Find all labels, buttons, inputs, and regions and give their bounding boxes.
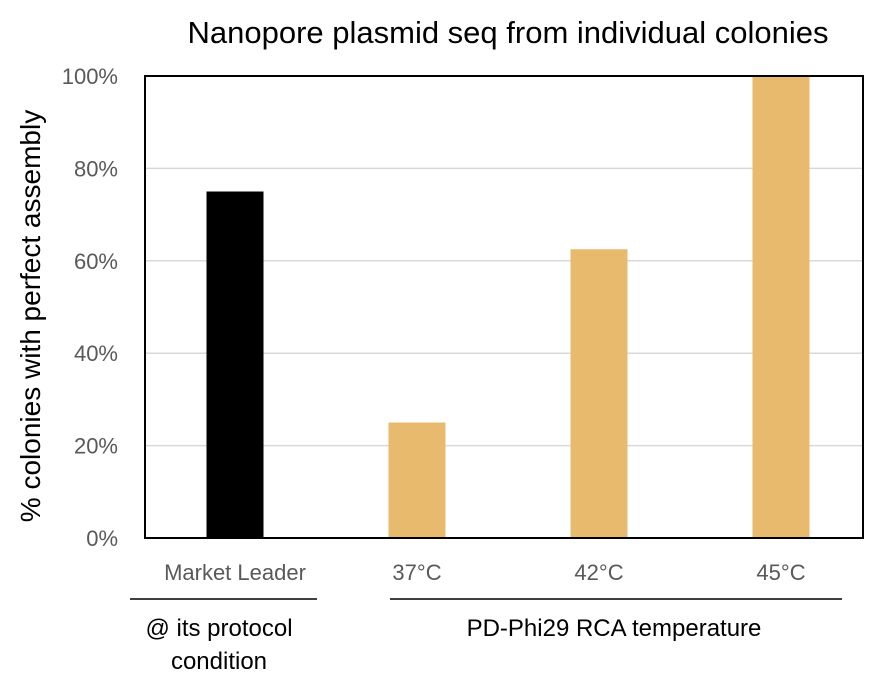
y-tick-label: 40%	[74, 341, 118, 366]
x-tick-label: 37°C	[392, 560, 441, 585]
x-tick-labels: Market Leader 37°C 42°C 45°C	[164, 560, 806, 585]
bars	[206, 76, 810, 538]
bar	[752, 76, 810, 538]
chart-title: Nanopore plasmid seq from individual col…	[187, 15, 828, 50]
category-groups: @ its protocol condition PD-Phi29 RCA temp…	[130, 598, 842, 675]
y-tick-labels: 0% 20% 40% 60% 80% 100%	[62, 64, 118, 551]
y-axis-label: % colonies with perfect assembly	[15, 110, 46, 522]
group-label: PD-Phi29 RCA temperature	[467, 615, 762, 642]
y-tick-label: 20%	[74, 434, 118, 459]
plot-frame	[144, 75, 864, 539]
y-tick-label: 100%	[62, 64, 118, 89]
x-tick-label: Market Leader	[164, 560, 306, 585]
y-tick-label: 60%	[74, 249, 118, 274]
group-label: @ its protocol	[145, 615, 292, 642]
bar	[570, 249, 628, 538]
y-tick-label: 0%	[86, 526, 118, 551]
x-tick-label: 45°C	[756, 560, 805, 585]
bar	[388, 422, 446, 538]
y-tick-label: 80%	[74, 156, 118, 181]
gridlines	[145, 167, 863, 447]
bar	[206, 191, 264, 538]
group-label: condition	[171, 648, 267, 675]
x-tick-label: 42°C	[574, 560, 623, 585]
